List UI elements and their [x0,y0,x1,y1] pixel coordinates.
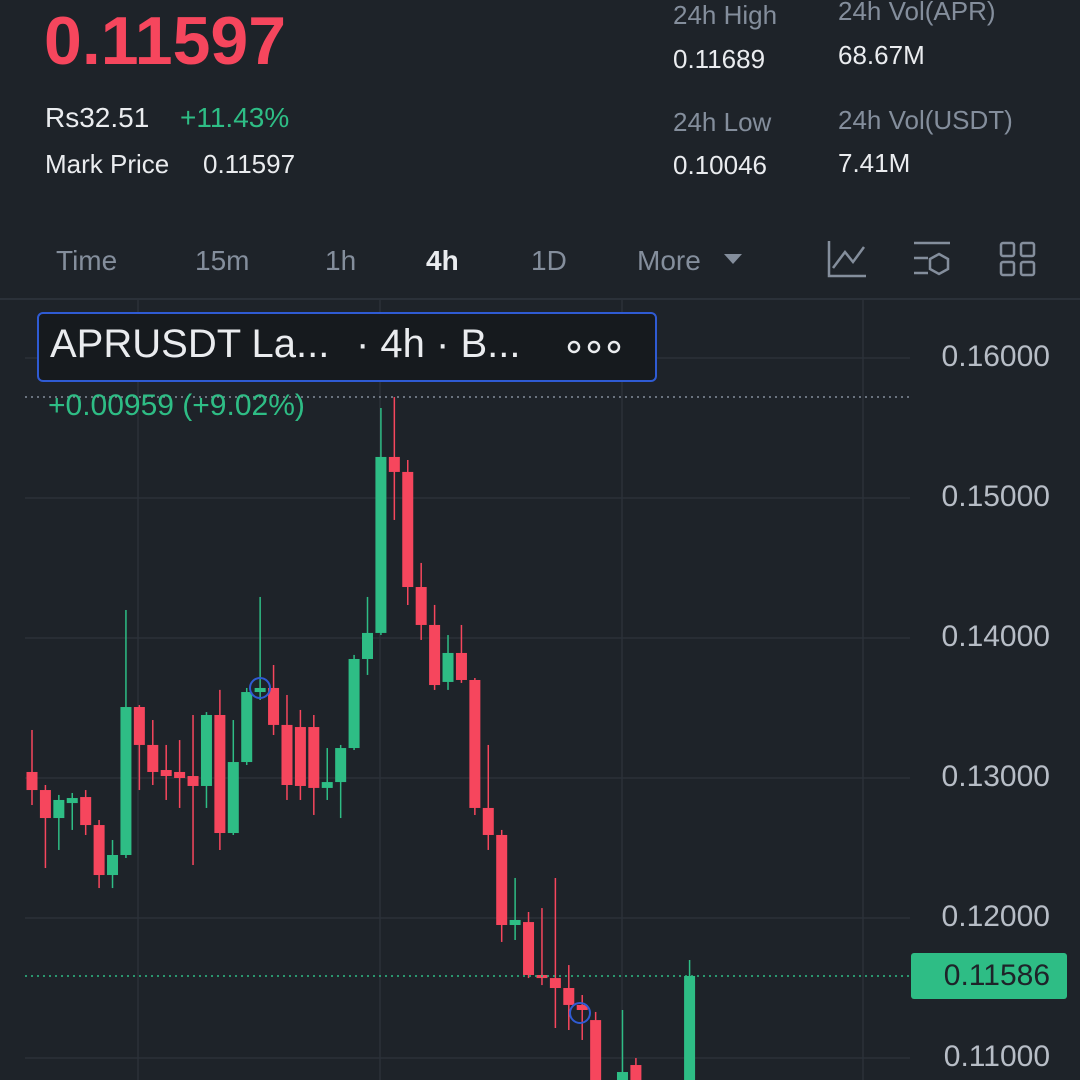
change: +11.43% [180,102,290,133]
candle-body [482,807,494,835]
candle-body [281,724,293,785]
y-tick-label: 0.15000 [942,480,1050,513]
y-tick-label: 0.13000 [942,760,1050,793]
candle-body [576,1004,588,1010]
event-marker [569,1002,591,1024]
icon-indicators[interactable] [827,241,866,278]
v-grid [137,300,864,1080]
candle-body [39,790,51,819]
candle-body [254,687,266,693]
event-marker [249,677,271,699]
tab-active[interactable]: 4h [426,245,459,276]
candle-body [241,692,253,763]
candle-body [415,587,427,625]
candle-body [563,988,575,1005]
legend-box[interactable] [37,312,657,382]
legend-interval: · 4h · B... [356,322,521,366]
candle-body [375,456,387,633]
candle-body [469,679,481,808]
candle-body [388,456,400,472]
candles [26,397,696,1080]
stat-value: 7.41M [838,148,911,178]
candle-body [549,978,561,989]
candle-body [53,799,65,819]
candle-body [509,919,521,926]
candle-body [684,975,696,1080]
candle-body [455,652,467,680]
candle-body [630,1065,642,1080]
y-tick-label: 0.16000 [942,340,1050,373]
dropdown-arrow [724,254,742,264]
mark-label: Mark Price [45,149,170,179]
y-tick-label: 0.12000 [942,900,1050,933]
legend-symbol: APRUSDT La... [50,322,330,366]
stat-label: 24h Vol(APR) [838,0,996,26]
last-price-box [911,952,1067,999]
tab[interactable]: More [637,245,701,276]
stat-value: 0.11689 [673,44,766,74]
candle-body [402,471,414,588]
stat-value: 0.10046 [673,150,767,180]
fiat-price: Rs32.51 [45,102,150,133]
icon-settings[interactable] [914,241,950,276]
candle-body [107,855,119,876]
candle-body [429,624,441,686]
candle-body [187,776,199,786]
candle-body [80,797,92,826]
candle-body [321,782,333,788]
candle-body [294,727,306,786]
candle-body [590,1020,602,1080]
tab[interactable]: 15m [195,245,250,276]
y-tick-label: 0.14000 [942,620,1050,653]
candle-body [616,1072,628,1080]
candle-body [93,825,105,876]
candle-body [335,748,347,783]
legend-menu[interactable] [565,337,625,357]
candle-body [308,727,320,788]
stat-label: 24h Vol(USDT) [838,105,1013,135]
mark-value: 0.11597 [203,149,296,179]
last-price-label: 0.11586 [944,959,1050,992]
y-tick-label: 0.11000 [944,1040,1050,1073]
legend-change: +0.00959 (+9.02%) [48,389,305,422]
icon-layout[interactable] [999,241,1036,277]
candle-body [442,652,454,682]
candle-body [147,744,159,772]
toolbar-icons [0,241,1080,300]
stat-label: 24h High [673,0,778,30]
candle-body [120,707,132,856]
candle-body [26,771,38,791]
candle-body [160,770,172,777]
candle-body [200,714,212,786]
tab[interactable]: 1D [531,245,567,276]
stat-value: 68.67M [838,40,925,70]
candle-body [348,658,360,749]
candle-body [268,687,280,725]
candle-body [214,714,226,834]
tab[interactable]: Time [56,245,118,276]
candle-body [133,707,145,745]
stat-label: 24h Low [673,107,772,137]
tab[interactable]: 1h [325,245,357,276]
candle-body [362,632,373,659]
candle-body [227,762,239,834]
candle-body [66,798,78,804]
candle-body [174,771,186,778]
candle-body [496,834,508,926]
last-price: 0.11597 [44,3,287,79]
candle-body [523,922,535,975]
